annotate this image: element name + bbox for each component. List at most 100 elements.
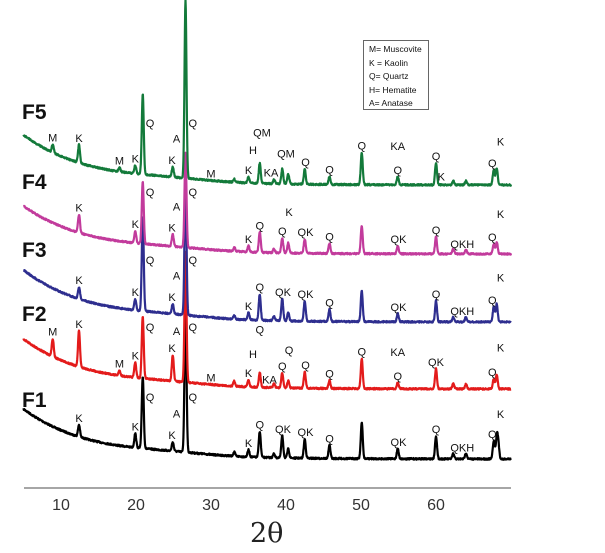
- peak-label: K: [245, 368, 253, 380]
- peak-label: Q: [146, 255, 155, 267]
- trace-f2: [22, 250, 512, 391]
- peak-label: QM: [253, 127, 271, 139]
- trace-f1: [22, 301, 512, 461]
- peak-label: K: [132, 154, 140, 166]
- peak-label: Q: [357, 141, 366, 153]
- peak-label: Q: [432, 289, 441, 301]
- peak-label: QK: [275, 424, 292, 436]
- series-label-f4: F4: [22, 171, 47, 194]
- legend-entry: A= Anatase: [369, 98, 413, 108]
- peak-label: K: [75, 203, 83, 215]
- x-axis-label: 2θ: [250, 518, 284, 549]
- peak-label: K: [245, 301, 253, 313]
- peak-label: M: [206, 168, 215, 180]
- peak-label: Q: [432, 151, 441, 163]
- peak-label: K: [497, 409, 505, 421]
- peak-label: Q: [488, 429, 497, 441]
- peak-label: Q: [146, 187, 155, 199]
- peak-label: Q: [325, 433, 334, 445]
- peak-label: Q: [188, 118, 197, 130]
- peak-label: Q: [325, 164, 334, 176]
- peak-label: QM: [277, 149, 295, 161]
- peak-label: Q: [488, 295, 497, 307]
- x-tick-label: 10: [52, 497, 70, 514]
- peak-label: Q: [488, 232, 497, 244]
- peak-label: K: [438, 171, 446, 183]
- peak-label: M: [48, 133, 57, 145]
- peak-label: Q: [432, 424, 441, 436]
- peak-label: K: [497, 343, 505, 355]
- peak-label: K: [75, 413, 83, 425]
- peak-label: Q: [188, 322, 197, 334]
- peak-label: KA: [390, 141, 405, 153]
- x-tick-label: 50: [352, 497, 370, 514]
- traces: [22, 0, 513, 461]
- peak-label: Q: [278, 226, 287, 238]
- peak-label: Q: [432, 225, 441, 237]
- peak-label: QK: [391, 437, 408, 449]
- x-tick-label: 20: [127, 497, 145, 514]
- series-label-f1: F1: [22, 389, 47, 412]
- x-tick-label: 60: [427, 497, 445, 514]
- peak-label: M: [48, 327, 57, 339]
- peak-label: KA: [262, 374, 277, 386]
- peak-label: K: [497, 136, 505, 148]
- peak-label: K: [245, 165, 253, 177]
- peak-label: K: [168, 430, 176, 442]
- peak-label: K: [285, 207, 293, 219]
- peak-label: Q: [325, 297, 334, 309]
- peak-label: K: [245, 234, 253, 246]
- peak-label: KA: [390, 347, 405, 359]
- peak-label: H: [249, 349, 257, 361]
- trace-f3: [22, 174, 512, 324]
- peak-label: A: [173, 270, 181, 282]
- peak-label: A: [173, 201, 181, 213]
- peak-label: H: [249, 145, 257, 157]
- peak-label: QK: [391, 234, 408, 246]
- peak-label: KA: [264, 168, 279, 180]
- peak-label: QK: [391, 302, 408, 314]
- legend-entry: Q= Quartz: [369, 71, 409, 81]
- peak-label: K: [132, 422, 140, 434]
- peak-label: K: [497, 273, 505, 285]
- x-tick-label: 30: [202, 497, 220, 514]
- legend-entry: H= Hematite: [369, 84, 417, 95]
- peak-label: K: [75, 319, 83, 331]
- peak-label: Q: [255, 282, 264, 294]
- peak-label: Q: [188, 187, 197, 199]
- trace-f4: [22, 151, 513, 256]
- peak-label: A: [173, 134, 181, 146]
- peak-label: K: [75, 275, 83, 287]
- peak-label: K: [132, 219, 140, 231]
- peak-label: K: [168, 343, 176, 355]
- peak-label: K: [168, 222, 176, 234]
- peak-label: QK: [298, 427, 315, 439]
- peak-label: Q: [146, 118, 155, 130]
- series-label-f5: F5: [22, 101, 47, 124]
- peak-label: M: [115, 359, 124, 371]
- peak-label: Q: [393, 165, 402, 177]
- peak-label: A: [173, 326, 181, 338]
- peak-label: Q: [146, 392, 155, 404]
- peak-label: M: [115, 156, 124, 168]
- legend: M= Muscovite K = Kaolin Q= Quartz H= Hem…: [363, 40, 429, 110]
- peak-label: QKH: [450, 306, 474, 318]
- peak-label: K: [132, 287, 140, 299]
- peak-label: K: [132, 351, 140, 363]
- peak-label: Q: [188, 392, 197, 404]
- peak-label: K: [168, 292, 176, 304]
- peak-label: QK: [298, 289, 315, 301]
- trace-f5: [22, 0, 513, 187]
- peak-label: Q: [255, 220, 264, 232]
- peak-label: Q: [278, 361, 287, 373]
- x-tick-label: 40: [277, 497, 295, 514]
- peak-label: Q: [301, 157, 310, 169]
- peak-label: K: [168, 155, 176, 167]
- peak-label: Q: [325, 231, 334, 243]
- peak-label: Q: [285, 345, 294, 357]
- peak-label: QKH: [450, 442, 474, 454]
- peak-label: Q: [146, 322, 155, 334]
- peak-label: K: [245, 438, 253, 450]
